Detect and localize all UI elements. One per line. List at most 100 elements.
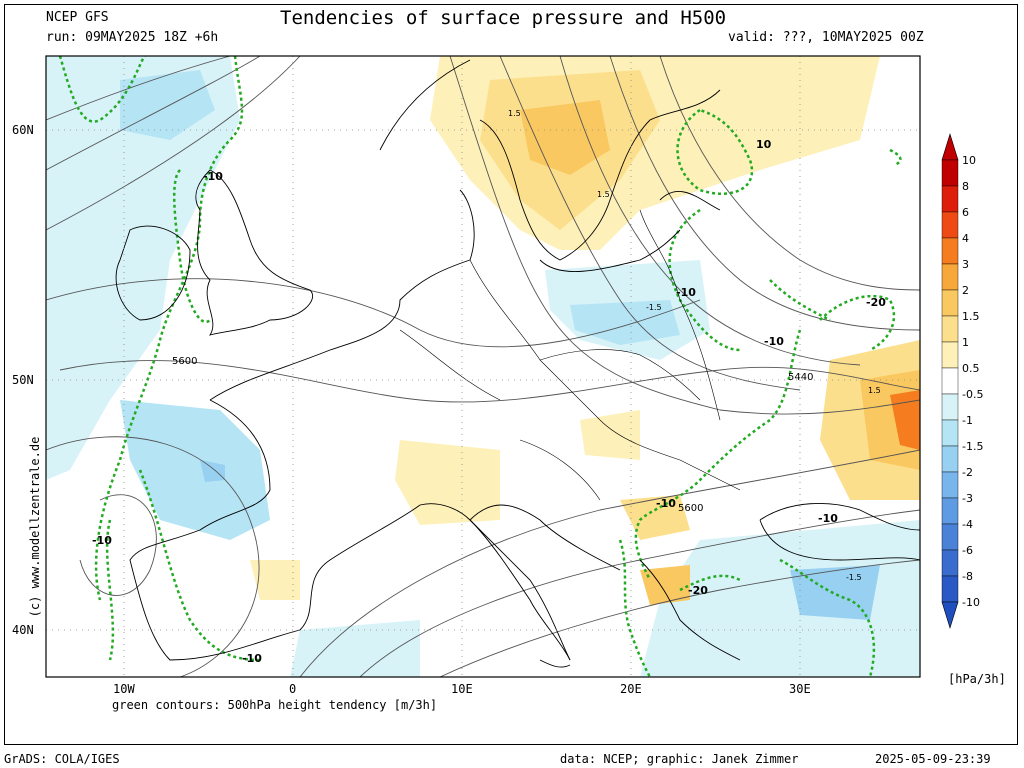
colorbar-swatch [941,523,959,551]
colorbar-swatch [941,549,959,577]
copyright-vertical: (c) www.modellzentrale.de [28,436,42,618]
shade-greece-positive [640,565,690,605]
colorbar-tick-label: -10 [962,596,980,609]
lon-label-10w: 10W [113,682,135,696]
coast-scandinavia [379,59,721,261]
shade-france-positive [395,440,500,525]
shade-turkey-negative [640,520,920,677]
h500-label: 5440 [788,372,813,383]
shade-turkey-negative-2 [790,565,880,620]
colorbar-tick-label: 6 [962,206,969,219]
coast-italy [469,519,571,668]
lon-label-30e: 30E [789,682,811,696]
h500-isolines [46,56,920,677]
colorbar-tick-label: 3 [962,258,969,271]
coast-france-iberia [129,189,475,661]
height-tendency-label: -10 [203,170,223,183]
timestamp: 2025-05-09-23:39 [875,752,991,766]
coast-black-sea [759,503,920,561]
colorbar-tick-label: -8 [962,570,973,583]
coast-great-britain [195,169,313,336]
pressure-tendency-label: 1.5 [868,386,881,395]
colorbar-tick-label: 1.5 [962,310,980,323]
shade-ukraine-positive-3 [890,390,920,450]
h500-label: 5600 [172,356,197,367]
coast-baltic [539,229,681,272]
colorbar-swatch [941,263,959,291]
colorbar-tick-label: -6 [962,544,973,557]
software-credit: GrADS: COLA/IGES [4,752,120,766]
plot-frame [4,4,1018,745]
colorbar-swatch [941,393,959,421]
legend-unit: [hPa/3h] [948,672,1006,686]
lon-label-10e: 10E [451,682,473,696]
colorbar-swatch [941,315,959,343]
lon-label-0: 0 [289,682,297,696]
coast-aegean [639,559,741,661]
height-tendency-label: -10 [676,286,696,299]
shade-iberia-west-negative [120,400,270,540]
colorbar-swatch [941,237,959,265]
shade-poland-negative-2 [570,300,680,345]
colorbar-swatch [941,341,959,369]
shade-iberia-spot [200,460,225,482]
green-contour-note: green contours: 500hPa height tendency [… [112,698,438,712]
colorbar-tick-label: -4 [962,518,973,531]
map-area: 5600 5440 5600 1.5 1.5 -1.5 1.5 -1.5 -10… [46,56,920,677]
height-tendency-label-group: -10 -10 -10 -10 -10 -10 -20 -20 -10 10 [92,138,886,665]
contour-label-group: 5600 5440 5600 1.5 1.5 -1.5 1.5 -1.5 [172,109,881,582]
height-tendency-label: -10 [764,335,784,348]
pressure-tendency-label: -1.5 [646,303,662,312]
model-name: NCEP GFS [46,10,109,25]
colorbar-tick-label: 4 [962,232,969,245]
colorbar-swatch [941,211,959,239]
colorbar-swatch [941,185,959,213]
colorbar-tick-label: 1 [962,336,969,349]
colorbar-swatch [941,419,959,447]
map-border [45,55,921,678]
colorbar-swatch [941,367,959,395]
shade-atlantic-negative [46,56,240,480]
lat-label-40n: 40N [12,623,34,637]
colorbar-tick-label: -0.5 [962,388,983,401]
height-tendency-label: -10 [92,534,112,547]
height-tendency-label: -10 [242,652,262,665]
shade-sweden-positive-3 [520,100,610,175]
run-info: run: 09MAY2025 18Z +6h [46,30,219,45]
coast-med-north [419,503,621,661]
country-borders [399,209,741,501]
colorbar-top-arrow [941,132,959,161]
colorbar-swatch [941,471,959,499]
coastlines [115,59,920,668]
height-tendency-label: -10 [656,497,676,510]
colorbar-tick-label: 8 [962,180,969,193]
h500-label: 5600 [678,503,703,514]
pressure-tendency-label: -1.5 [846,573,862,582]
valid-time: valid: ???, 10MAY2025 00Z [728,30,924,45]
colorbar-tick-label: -1 [962,414,973,427]
colorbar-tick-label: 2 [962,284,969,297]
colorbar-bottom-arrow [941,601,959,630]
shade-balkan-positive [620,495,690,540]
shade-atlantic-negative-strong [120,70,215,140]
height-tendency-label: -20 [866,296,886,309]
colorbar-tick-label: -1.5 [962,440,983,453]
colorbar-swatch [941,445,959,473]
colorbar-swatch [941,575,959,603]
height-tendency-label: -20 [688,584,708,597]
shade-italy-positive [580,410,640,460]
tendency-shading [46,56,920,677]
colorbar-swatch [941,159,959,187]
colorbar-tick-label: -2 [962,466,973,479]
colorbar-tick-label: 0.5 [962,362,980,375]
height-tendency-label: 10 [756,138,772,151]
lon-label-20e: 20E [620,682,642,696]
pressure-tendency-label: 1.5 [508,109,521,118]
lat-label-60n: 60N [12,123,34,137]
map-title: Tendencies of surface pressure and H500 [280,7,727,29]
lat-label-50n: 50N [12,373,34,387]
shade-spain-positive [250,560,300,600]
colorbar-tick-label: -3 [962,492,973,505]
colorbar-swatch [941,497,959,525]
